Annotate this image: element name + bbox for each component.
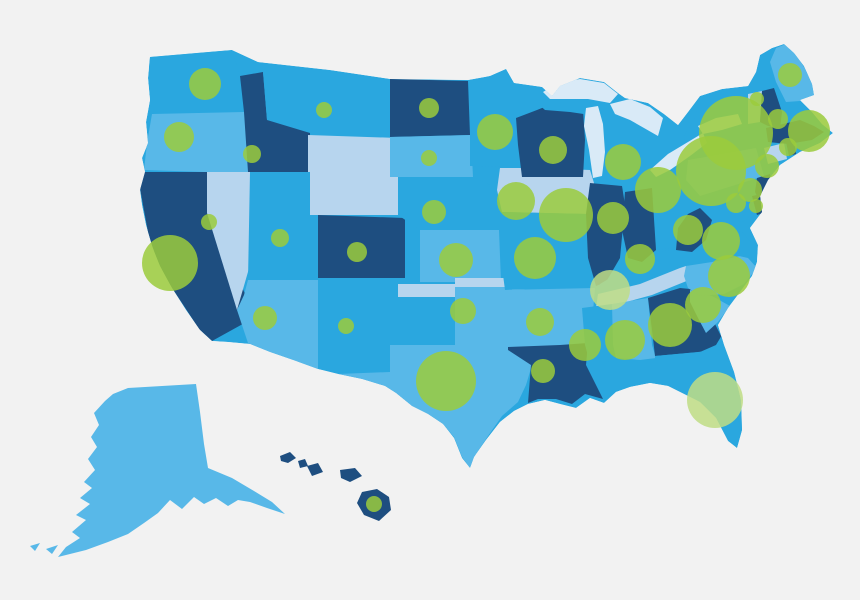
state-AZ — [237, 280, 318, 372]
lake-michigan — [584, 106, 605, 178]
bubble-ME — [778, 63, 802, 87]
bubble-NJ — [738, 178, 762, 202]
bubble-SC — [685, 287, 721, 323]
bubble-TX — [416, 351, 476, 411]
bubble-OR — [164, 122, 194, 152]
state-MI-UP — [537, 98, 600, 116]
bubble-MI — [605, 144, 641, 180]
bubble-AL — [605, 320, 645, 360]
bubble-HI — [366, 496, 382, 512]
bubble-AR — [526, 308, 554, 336]
bubble-SD — [421, 150, 437, 166]
bubble-NE — [422, 200, 446, 224]
bubble-MO — [514, 237, 556, 279]
bubble-ID — [243, 145, 261, 163]
bubble-NM — [338, 318, 354, 334]
hawaii-island-3 — [340, 468, 362, 482]
state-WY — [308, 135, 398, 215]
bubble-VA — [702, 222, 740, 260]
state-AK — [58, 384, 285, 557]
bubble-MN — [477, 114, 513, 150]
state-NE — [398, 177, 497, 230]
bubble-CO — [347, 242, 367, 262]
bubble-MD — [726, 193, 746, 213]
bubble-WI — [539, 136, 567, 164]
state-OR — [144, 112, 250, 172]
state-MT — [263, 64, 390, 137]
state-UT — [248, 172, 318, 280]
bubble-MA — [788, 110, 830, 152]
state-NM — [318, 278, 393, 373]
bubble-NH — [768, 109, 788, 129]
hawaii-island-1 — [298, 459, 308, 468]
bubble-RI — [779, 138, 797, 156]
bubble-IL — [539, 188, 593, 242]
bubble-ND — [419, 98, 439, 118]
bubble-layer — [142, 63, 830, 512]
bubble-UT — [271, 229, 289, 247]
hawaii-island-0 — [280, 452, 296, 463]
bubble-DE — [749, 199, 763, 213]
bubble-WV — [673, 215, 703, 245]
bubble-GA — [648, 303, 692, 347]
bubble-OK — [450, 298, 476, 324]
bubble-CA — [142, 235, 198, 291]
hawaii-island-2 — [307, 463, 323, 476]
bubble-FL — [687, 372, 743, 428]
bubble-NC — [708, 255, 750, 297]
bubble-NY — [699, 96, 773, 170]
alaska-islet-1 — [30, 543, 40, 551]
bubble-KY — [625, 244, 655, 274]
bubble-AZ — [253, 306, 277, 330]
bubble-OH — [635, 167, 681, 213]
bubble-WA — [189, 68, 221, 100]
bubble-IA — [497, 182, 535, 220]
bubble-TN — [590, 270, 630, 310]
bubble-MT — [316, 102, 332, 118]
state-NV — [207, 172, 252, 310]
bubble-MS — [569, 329, 601, 361]
bubble-NV — [201, 214, 217, 230]
bubble-IN — [597, 202, 629, 234]
alaska-islet-0 — [46, 545, 58, 554]
lake-huron — [610, 99, 663, 136]
bubble-KS — [439, 243, 473, 277]
bubble-CT — [755, 154, 779, 178]
bubble-VT — [750, 92, 764, 106]
bubble-LA — [531, 359, 555, 383]
